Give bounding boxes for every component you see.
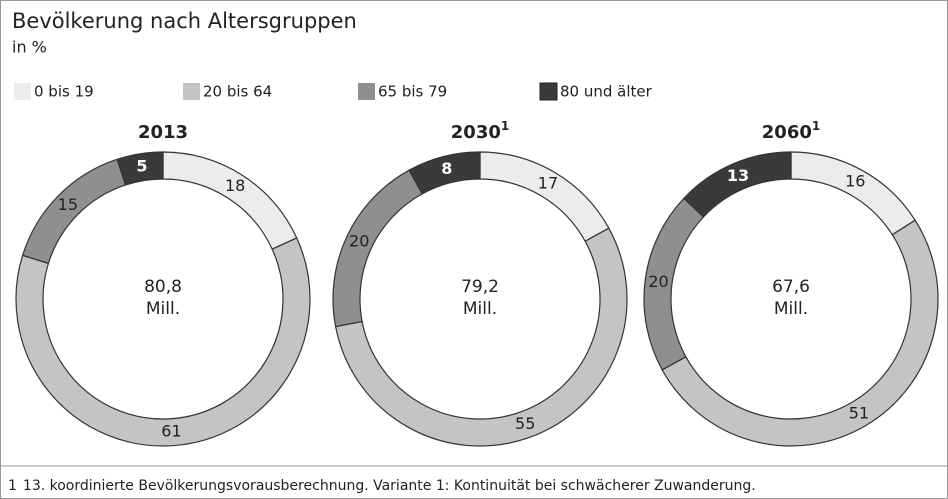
donut-title: 20601 [762, 119, 820, 144]
legend-swatch [14, 83, 31, 100]
data-label: 17 [538, 174, 558, 193]
donut-title-text: 2030 [451, 122, 501, 143]
donut-segment [15, 237, 311, 447]
legend-swatch [183, 83, 200, 100]
chart-subtitle: in % [12, 38, 47, 57]
donut-title-note: 1 [501, 119, 509, 133]
center-total: 80,8 [144, 277, 182, 297]
donut-segment [408, 151, 481, 195]
center-unit: Mill. [146, 299, 180, 319]
data-label: 51 [849, 403, 869, 422]
data-label: 13 [727, 166, 749, 185]
legend-label: 20 bis 64 [203, 83, 272, 101]
legend-swatch [358, 83, 375, 100]
center-total: 79,2 [461, 277, 499, 297]
center-unit: Mill. [463, 299, 497, 319]
data-label: 20 [349, 232, 369, 251]
data-label: 61 [161, 422, 181, 441]
footnote: 1 13. koordinierte Bevölkerungsvorausbere… [8, 478, 756, 494]
data-label: 8 [441, 159, 452, 178]
legend-swatch [539, 82, 558, 101]
center-total: 67,6 [772, 277, 810, 297]
data-label: 5 [136, 157, 147, 176]
data-label: 15 [58, 195, 78, 214]
footnote-marker: 1 [8, 478, 17, 494]
data-label: 20 [648, 272, 668, 291]
footnote-text: 13. koordinierte Bevölkerungsvorausberec… [23, 478, 756, 494]
donut-title-note: 1 [812, 119, 820, 133]
data-label: 55 [515, 414, 535, 433]
donut-title: 2013 [138, 122, 188, 143]
donut-title: 20301 [451, 119, 509, 144]
donut-segment [334, 227, 628, 447]
donut-segment [682, 151, 792, 218]
legend-label: 65 bis 79 [378, 83, 447, 101]
chart-title: Bevölkerung nach Altersgruppen [12, 9, 357, 33]
data-label: 16 [845, 172, 865, 191]
data-label: 18 [225, 176, 245, 195]
donut-title-text: 2060 [762, 122, 812, 143]
legend-label: 0 bis 19 [34, 83, 94, 101]
center-unit: Mill. [774, 299, 808, 319]
donut-title-text: 2013 [138, 122, 188, 143]
donut-segment [116, 151, 164, 186]
legend-label: 80 und älter [560, 83, 653, 101]
